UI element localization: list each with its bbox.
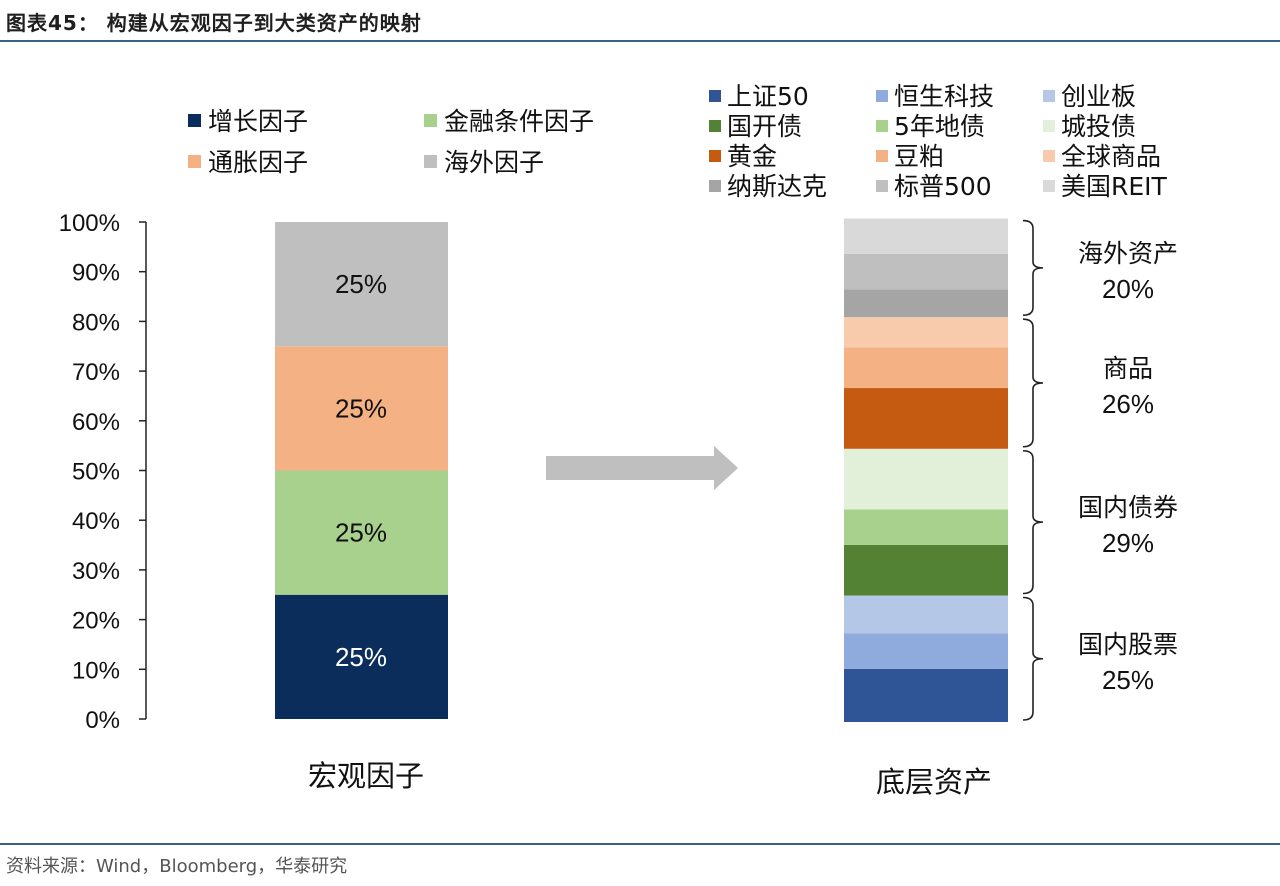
left-y-axis: 0% 10% 20% 30% 40% 50% 60% 70% 80% 90% 100% xyxy=(59,210,147,734)
figure-title: 图表45： 构建从宏观因子到大类资产的映射 xyxy=(6,11,422,35)
legend-label: 黄金 xyxy=(727,142,777,171)
y-tick-label: 90% xyxy=(72,260,120,287)
arrow-shape xyxy=(546,446,738,490)
group-bracket xyxy=(1022,449,1044,595)
group-bracket xyxy=(1022,318,1044,448)
legend-label: 国开债 xyxy=(727,112,802,141)
legend-swatch xyxy=(876,90,888,102)
group-bracket xyxy=(1022,596,1044,721)
legend-label: 恒生科技 xyxy=(894,82,994,111)
x-category-label: 宏观因子 xyxy=(308,759,424,793)
bar-segment xyxy=(844,544,1008,596)
source-rule xyxy=(0,843,1280,845)
legend-swatch xyxy=(709,150,721,162)
legend-swatch xyxy=(188,155,201,168)
x-category-label: 底层资产 xyxy=(876,765,992,799)
legend-swatch xyxy=(1043,90,1055,102)
segment-data-label: 25% xyxy=(335,393,387,423)
group-percent: 20% xyxy=(1102,274,1154,304)
y-tick-label: 20% xyxy=(72,608,120,635)
bar-segment xyxy=(844,668,1008,722)
legend-swatch xyxy=(1043,120,1055,132)
group-percent: 26% xyxy=(1102,389,1154,419)
legend-label: 增长因子 xyxy=(208,107,308,136)
bar-segment xyxy=(844,289,1008,318)
title-rule xyxy=(0,40,1280,42)
bar-segment xyxy=(275,346,448,471)
y-tick-label: 60% xyxy=(72,409,120,436)
group-name: 海外资产 xyxy=(1078,239,1178,268)
y-tick-label: 50% xyxy=(72,459,120,486)
source-note: 资料来源：Wind，Bloomberg，华泰研究 xyxy=(6,856,348,877)
legend-swatch xyxy=(876,180,888,192)
legend-swatch xyxy=(424,155,437,168)
bar-segment xyxy=(844,253,1008,290)
right-stacked-bar xyxy=(844,218,1008,722)
bar-segment xyxy=(844,317,1008,348)
group-percent: 29% xyxy=(1102,528,1154,558)
legend-swatch xyxy=(1043,150,1055,162)
segment-data-label: 25% xyxy=(335,518,387,548)
bar-segment xyxy=(844,595,1008,634)
legend-label: 金融条件因子 xyxy=(444,107,594,136)
group-name: 商品 xyxy=(1103,354,1153,383)
legend-swatch xyxy=(1043,180,1055,192)
legend-swatch xyxy=(876,150,888,162)
legend-label: 城投债 xyxy=(1061,112,1136,141)
bar-segment xyxy=(844,509,1008,545)
segment-data-label: 25% xyxy=(335,269,387,299)
legend-label: 全球商品 xyxy=(1061,142,1161,171)
bar-segment xyxy=(844,388,1008,449)
bar-segment xyxy=(844,218,1008,254)
legend-label: 美国REIT xyxy=(1061,172,1168,201)
bar-segment xyxy=(275,470,448,595)
legend-swatch xyxy=(709,90,721,102)
y-tick-label: 10% xyxy=(72,657,120,684)
x-category-labels: 宏观因子 底层资产 xyxy=(308,759,992,799)
legend-swatch xyxy=(709,120,721,132)
mapping-arrow xyxy=(546,446,738,490)
group-bracket xyxy=(1022,219,1044,316)
bar-segment xyxy=(844,633,1008,669)
y-tick-label: 0% xyxy=(85,707,120,734)
legend-label: 通胀因子 xyxy=(208,148,308,177)
y-tick-label: 80% xyxy=(72,309,120,336)
y-tick-label: 100% xyxy=(59,210,120,237)
segment-data-label: 25% xyxy=(335,642,387,672)
legend-label: 上证50 xyxy=(727,82,809,111)
legend-swatch xyxy=(188,114,201,127)
legend-swatch xyxy=(876,120,888,132)
bar-segment xyxy=(275,222,448,347)
bar-segment xyxy=(275,594,448,719)
bar-segment xyxy=(844,347,1008,389)
y-tick-label: 70% xyxy=(72,359,120,386)
y-tick-label: 40% xyxy=(72,508,120,535)
group-name: 国内债券 xyxy=(1078,493,1178,522)
group-name: 国内股票 xyxy=(1078,630,1178,659)
group-percent: 25% xyxy=(1102,665,1154,695)
y-tick-label: 30% xyxy=(72,558,120,585)
left-stacked-bar: 25% 25% 25% 25% xyxy=(275,222,448,719)
legend-swatch xyxy=(709,180,721,192)
asset-group-brackets: 国内股票 25% 国内债券 29% 商品 26% 海外资产 20% xyxy=(1022,219,1178,721)
legend-swatch xyxy=(424,114,437,127)
legend-label: 5年地债 xyxy=(894,112,985,141)
legend-label: 标普500 xyxy=(894,172,992,201)
legend-label: 纳斯达克 xyxy=(727,172,827,201)
legend-label: 海外因子 xyxy=(444,148,544,177)
legend-label: 创业板 xyxy=(1061,82,1136,111)
bar-segment xyxy=(844,448,1008,510)
legend-label: 豆粕 xyxy=(894,142,944,171)
